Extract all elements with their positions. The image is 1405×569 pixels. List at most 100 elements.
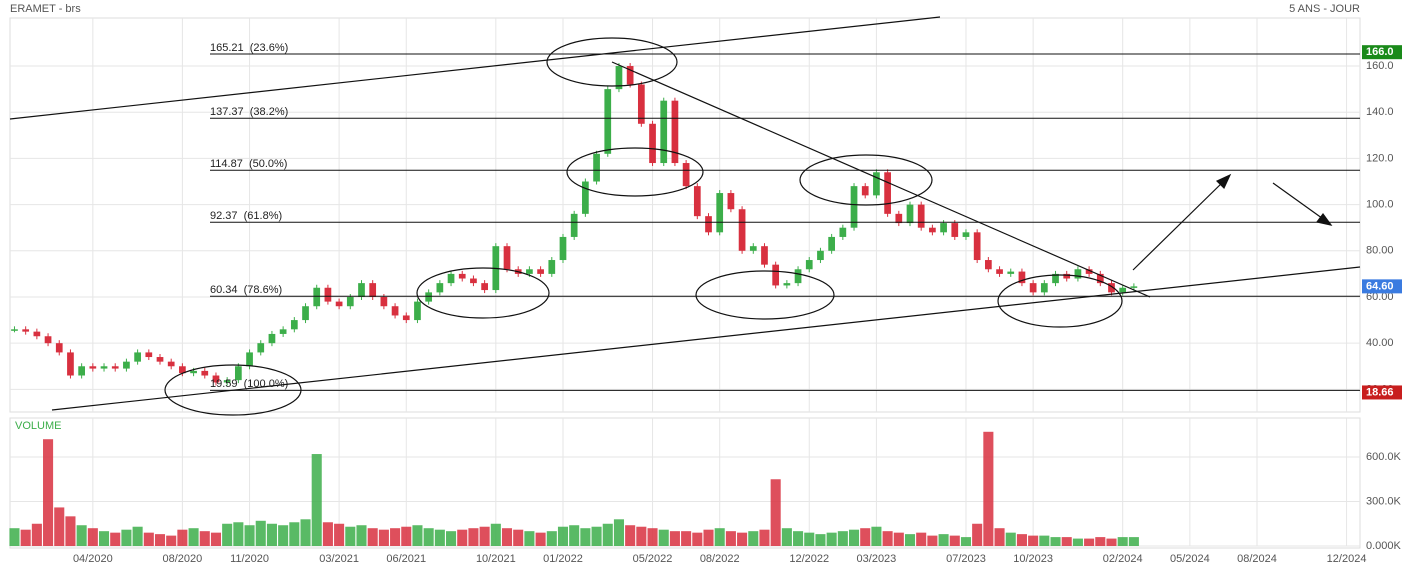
x-tick-label: 08/2022 bbox=[700, 553, 740, 565]
x-tick-label: 01/2022 bbox=[543, 553, 583, 565]
volume-bar bbox=[994, 528, 1005, 546]
volume-bar bbox=[468, 528, 479, 546]
x-tick-label: 10/2021 bbox=[476, 553, 516, 565]
candle bbox=[11, 329, 18, 331]
candle bbox=[582, 181, 589, 214]
volume-bar bbox=[513, 529, 524, 546]
volume-bar bbox=[1106, 538, 1117, 546]
volume-bar bbox=[725, 531, 736, 546]
x-tick-label: 07/2023 bbox=[946, 553, 986, 565]
candle bbox=[526, 269, 533, 274]
candle bbox=[1096, 273, 1104, 284]
volume-bar bbox=[98, 531, 110, 546]
volume-bar bbox=[132, 526, 143, 546]
volume-bar bbox=[334, 523, 345, 546]
volume-bar bbox=[916, 532, 927, 546]
candle bbox=[358, 283, 365, 297]
candle bbox=[481, 283, 488, 291]
volume-bar bbox=[647, 528, 658, 546]
volume-bar bbox=[681, 531, 692, 546]
volume-bar bbox=[748, 531, 759, 546]
candle bbox=[839, 227, 847, 237]
volume-bar bbox=[837, 531, 848, 546]
candle bbox=[761, 246, 768, 265]
x-tick-label: 06/2021 bbox=[386, 553, 426, 565]
x-tick-label: 05/2024 bbox=[1170, 553, 1210, 565]
candle bbox=[302, 306, 309, 321]
price-marker-label: 64.60 bbox=[1366, 280, 1394, 292]
volume-bar bbox=[244, 525, 255, 546]
volume-bar bbox=[490, 523, 501, 546]
candle bbox=[615, 66, 623, 90]
candle bbox=[425, 292, 433, 302]
candle bbox=[55, 343, 63, 353]
candle bbox=[985, 260, 992, 270]
x-tick-label: 12/2024 bbox=[1327, 553, 1367, 565]
volume-bar bbox=[300, 519, 311, 546]
volume-bar bbox=[882, 531, 893, 546]
arrow bbox=[1272, 182, 1327, 222]
volume-bar bbox=[311, 454, 322, 546]
ellipse bbox=[997, 274, 1123, 328]
ellipse bbox=[416, 267, 550, 319]
candle bbox=[1018, 271, 1026, 284]
candle bbox=[89, 366, 97, 369]
candle bbox=[626, 66, 634, 85]
candle bbox=[100, 366, 108, 369]
volume-bar bbox=[815, 534, 826, 546]
ellipse bbox=[546, 37, 678, 87]
volume-bar bbox=[110, 532, 121, 546]
candle bbox=[402, 315, 410, 321]
volume-bar bbox=[1061, 537, 1072, 546]
volume-bar bbox=[76, 525, 87, 546]
candle bbox=[951, 223, 959, 237]
x-tick-label: 08/2020 bbox=[163, 553, 203, 565]
candle bbox=[537, 269, 544, 274]
volume-bar bbox=[266, 523, 277, 546]
volume-bar bbox=[580, 528, 591, 546]
x-tick-label: 03/2023 bbox=[857, 553, 897, 565]
candle bbox=[156, 357, 164, 362]
volume-bar bbox=[434, 529, 445, 546]
x-tick-label: 08/2024 bbox=[1237, 553, 1277, 565]
volume-bar bbox=[826, 532, 837, 546]
volume-bar bbox=[501, 528, 513, 546]
volume-bar bbox=[412, 525, 423, 546]
volume-bar bbox=[904, 534, 916, 546]
candle bbox=[727, 193, 735, 210]
volume-bar bbox=[9, 528, 20, 546]
volume-bar bbox=[1072, 538, 1083, 546]
candle bbox=[973, 232, 981, 261]
price-marker bbox=[1362, 45, 1402, 60]
trend-line bbox=[611, 61, 1151, 298]
candle bbox=[268, 333, 276, 344]
candle bbox=[895, 213, 903, 224]
candle bbox=[917, 204, 925, 228]
y-tick-label: 0.000K bbox=[1366, 540, 1402, 552]
price-marker bbox=[1362, 385, 1402, 400]
volume-bar bbox=[1095, 537, 1106, 546]
volume-bar bbox=[983, 431, 994, 546]
volume-bar bbox=[233, 522, 244, 546]
candle bbox=[257, 343, 265, 353]
candle bbox=[828, 236, 835, 251]
volume-bar bbox=[960, 537, 972, 546]
candle bbox=[414, 301, 421, 321]
volume-bar bbox=[199, 531, 210, 546]
fib-label: 19.59 (100.0%) bbox=[210, 378, 288, 390]
volume-bar bbox=[65, 516, 76, 546]
candle bbox=[850, 186, 858, 228]
candle bbox=[1085, 269, 1093, 274]
candle bbox=[749, 246, 757, 251]
y-tick-label: 160.0 bbox=[1366, 60, 1394, 72]
volume-bar bbox=[871, 526, 882, 546]
volume-bar bbox=[658, 529, 669, 546]
candle bbox=[134, 352, 141, 362]
volume-bar bbox=[1050, 537, 1061, 546]
candle bbox=[223, 380, 231, 383]
candle bbox=[235, 366, 242, 381]
candle bbox=[22, 329, 30, 332]
candle bbox=[570, 213, 578, 237]
x-tick-label: 05/2022 bbox=[633, 553, 673, 565]
volume-bar bbox=[479, 526, 490, 546]
